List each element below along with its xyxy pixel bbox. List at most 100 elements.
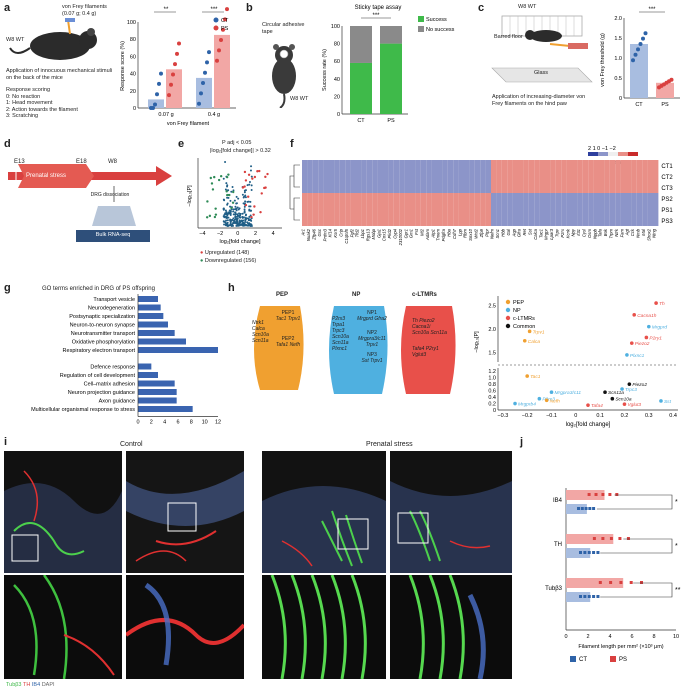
- heatmap-cell: [572, 193, 578, 204]
- gene-point-label: Mrgpra3/c11: [555, 390, 582, 396]
- data-point: [201, 81, 205, 86]
- gene-point: [235, 209, 238, 212]
- fc-label: |log₂[fold change]| > 0.32: [210, 148, 271, 154]
- gene-point: [236, 218, 239, 221]
- gene-label: Lbp1: [360, 229, 365, 238]
- heatmap-cell: [388, 160, 394, 171]
- heatmap-cell: [534, 171, 540, 182]
- heatmap-cell: [393, 171, 400, 182]
- gene-point: [235, 215, 238, 218]
- heatmap-cell: [318, 182, 324, 193]
- gene-label: Ptpr: [484, 228, 489, 236]
- heatmap-cell: [653, 215, 659, 226]
- heatmap-cell: [647, 160, 653, 171]
- gene-point-label: P2rx3: [542, 397, 555, 403]
- heatmap-cell: [415, 182, 421, 193]
- data-point: [636, 47, 640, 52]
- heatmap-cell: [620, 204, 626, 215]
- x-tick-label: 0: [136, 420, 139, 426]
- gene-point: [244, 223, 247, 226]
- gene-point: [620, 387, 624, 391]
- heatmap-cell: [599, 193, 605, 204]
- gene-label: Gm1: [409, 229, 414, 238]
- heatmap-cell: [491, 160, 497, 171]
- heatmap-cell: [323, 193, 329, 204]
- neuron-types-diagram: [254, 306, 456, 394]
- x-tick-label: 4: [272, 231, 275, 237]
- sig-bracket: [600, 538, 673, 554]
- sig-label: **: [164, 7, 169, 13]
- data-point: [167, 93, 171, 98]
- x-tick-label: CT: [635, 102, 643, 108]
- gene-label: Sst: [528, 228, 533, 235]
- heatmap-cell: [636, 215, 643, 226]
- gene-point-label: Mrgprb4: [518, 402, 536, 408]
- y-axis-title: −log₁₀[P]: [474, 331, 480, 353]
- gene-label: Nppb: [592, 228, 597, 239]
- bar-ps: [566, 490, 605, 500]
- go-term-label: Axon guidance: [99, 399, 135, 405]
- heatmap-cell: [523, 204, 529, 215]
- chart-b-sticky-tape: Sticky tape assay 0 20 40 60 80 100 Success rat…: [322, 5, 455, 124]
- heatmap-cell: [550, 171, 556, 182]
- heatmap-cell: [620, 160, 626, 171]
- gene-down: [231, 201, 235, 204]
- heatmap-cell: [528, 215, 535, 226]
- heatmap-cell: [345, 160, 351, 171]
- gene-point: [238, 216, 241, 219]
- heatmap-cell: [615, 182, 621, 193]
- heatmap-cell: [388, 171, 394, 182]
- heatmap-cell: [528, 182, 535, 193]
- x-axis-title: von Frey filament: [167, 121, 210, 127]
- floor-label: Barred floor: [494, 34, 523, 40]
- heatmap-cell: [329, 193, 335, 204]
- gene-label: Trpm: [609, 228, 614, 238]
- data-point: [640, 581, 644, 584]
- y-tick-label: 1.5: [614, 36, 622, 42]
- heatmap-cell: [307, 182, 313, 193]
- gene-down: [211, 188, 215, 191]
- heatmap-cell: [388, 204, 394, 215]
- heatmap-cell: [496, 160, 502, 171]
- heatmap-cell: [593, 160, 599, 171]
- heatmap-cell: [566, 171, 572, 182]
- gene-point-label: Tac1: [530, 374, 541, 380]
- gene-point: [229, 221, 232, 224]
- heatmap-cell: [399, 182, 405, 193]
- gene-point: [242, 202, 245, 205]
- heatmap-cell: [393, 182, 400, 193]
- y-axis-title: von Frey threshold (g): [600, 33, 606, 87]
- heatmap-cell: [604, 182, 610, 193]
- gene-down: [206, 200, 209, 203]
- gene-label: Bok: [603, 228, 608, 236]
- gene-up: [264, 186, 267, 189]
- legend-swatch: [505, 323, 511, 329]
- heatmap-cell: [588, 171, 594, 182]
- gene-point: [244, 194, 247, 197]
- gene-point: [232, 210, 235, 213]
- legend-nosuccess-swatch: [418, 26, 424, 32]
- heatmap-cell: [593, 204, 599, 215]
- heatmap-cell: [631, 171, 637, 182]
- gene-down: [232, 190, 235, 194]
- heatmap-cell: [501, 160, 508, 171]
- gene-point: [235, 213, 238, 216]
- heatmap-cell: [442, 215, 448, 226]
- heatmap-cell: [496, 182, 502, 193]
- gene-point: [241, 220, 244, 223]
- data-point: [592, 595, 596, 598]
- data-point: [592, 507, 596, 510]
- heatmap-cell: [491, 204, 497, 215]
- data-point: [592, 537, 596, 540]
- data-point: [609, 537, 613, 540]
- gene-label: Rgs13: [366, 228, 371, 241]
- heatmap-cell: [642, 182, 648, 193]
- legend-success-swatch: [418, 16, 424, 22]
- gene-label: C1qtnf5: [344, 228, 349, 243]
- y-axis-title: Success rate (%): [322, 49, 328, 91]
- scale-swatch: [588, 152, 598, 156]
- gene-label: Wnt2: [474, 228, 479, 238]
- heatmap-cell: [372, 204, 378, 215]
- x-tick-label: 4: [608, 634, 611, 640]
- heatmap-cell: [604, 215, 610, 226]
